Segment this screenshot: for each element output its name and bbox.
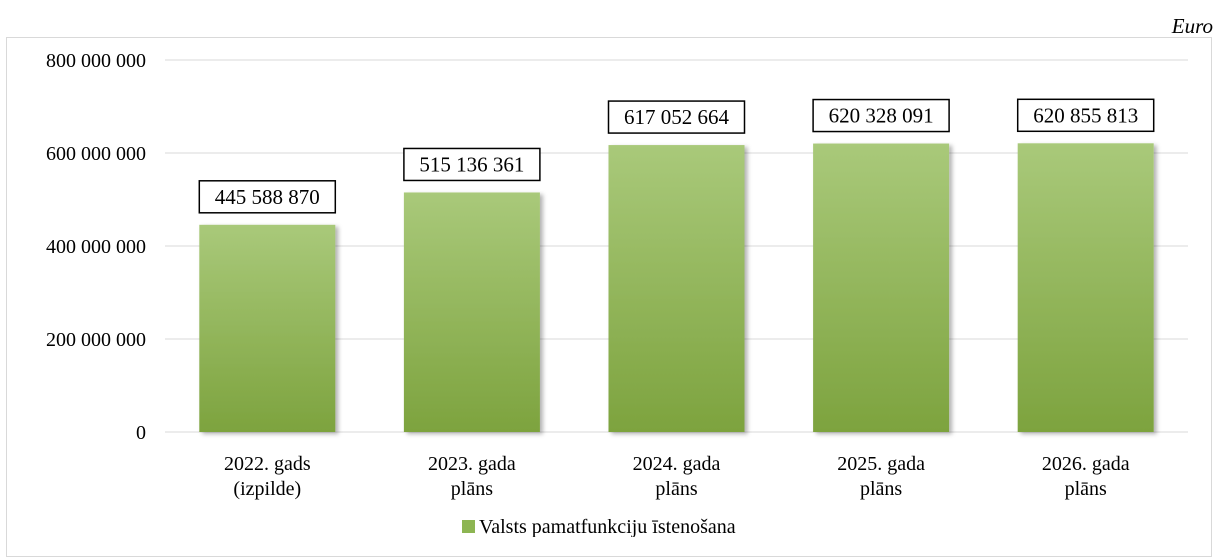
data-label-box (607, 100, 746, 134)
bar (608, 145, 745, 433)
y-tick-label: 0 (136, 422, 146, 444)
x-tick-label: 2026. gada plāns (1042, 453, 1130, 500)
data-label: 620 855 813 (1016, 98, 1155, 133)
bars (199, 143, 1154, 433)
bar (403, 192, 540, 432)
bar (813, 143, 950, 433)
data-label-box (403, 147, 541, 182)
data-label-text: 620 855 813 (1033, 103, 1138, 127)
y-tick-label: 600 000 000 (46, 143, 146, 165)
data-label-box (198, 180, 337, 214)
bar (199, 224, 336, 432)
x-axis-category-labels: 2022. gads (izpilde) 2023. gada plāns 2024. … (224, 453, 1130, 500)
x-tick-label: 2022. gads (izpilde) (224, 453, 311, 500)
data-label-box (1016, 98, 1155, 133)
legend-label: Valsts pamatfunkciju īstenošana (479, 516, 736, 537)
data-label-text: 515 136 361 (419, 152, 524, 176)
y-tick-label: 800 000 000 (46, 50, 146, 72)
bar (1017, 143, 1154, 432)
data-label: 617 052 664 (607, 100, 746, 134)
data-label-text: 617 052 664 (624, 105, 730, 129)
y-tick-label: 400 000 000 (46, 236, 146, 258)
y-axis-tick-labels: 0 200 000 000 400 000 000 600 000 000 800 00… (46, 50, 146, 444)
data-label: 515 136 361 (403, 147, 541, 182)
bar-chart: 0 200 000 000 400 000 000 600 000 000 800 00… (46, 50, 1188, 537)
unit-label: Euro (1171, 14, 1213, 38)
data-label-text: 445 588 870 (215, 185, 320, 209)
data-label-box (812, 98, 950, 133)
legend: Valsts pamatfunkciju īstenošana (462, 516, 736, 537)
data-labels: 445 588 870 515 136 361 617 052 664 620 328… (198, 98, 1155, 214)
data-label: 620 328 091 (812, 98, 950, 133)
data-label: 445 588 870 (198, 180, 337, 214)
x-tick-label: 2023. gada plāns (428, 453, 516, 500)
x-tick-label: 2024. gada plāns (633, 453, 721, 500)
x-tick-label: 2025. gada plāns (837, 453, 925, 500)
y-tick-label: 200 000 000 (46, 329, 146, 351)
data-label-text: 620 328 091 (829, 104, 934, 128)
legend-marker (462, 520, 475, 533)
